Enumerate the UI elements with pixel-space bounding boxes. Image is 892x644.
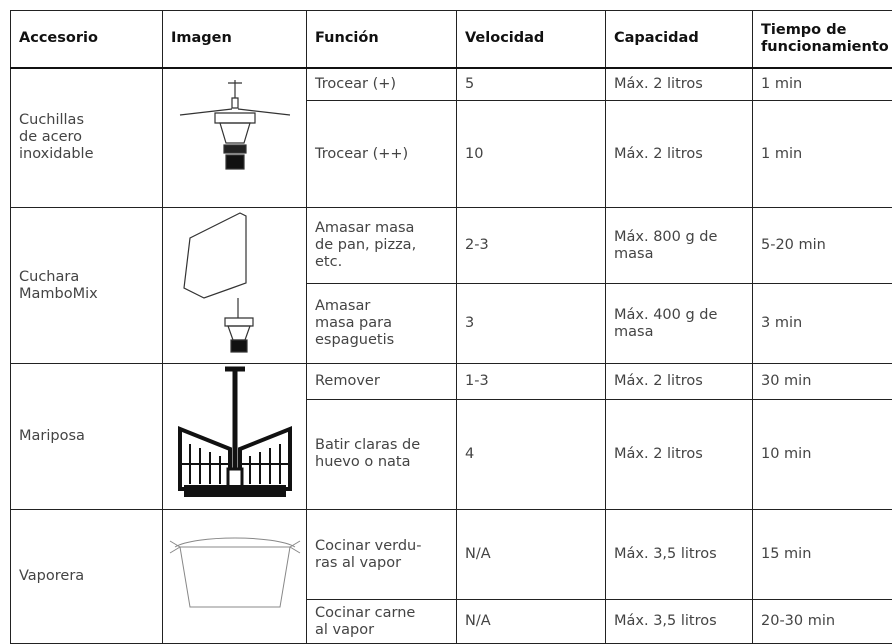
- table-cell: 5-20 min: [753, 208, 892, 284]
- image-cell: [163, 68, 307, 208]
- accessory-cell: Vaporera: [11, 510, 163, 644]
- column-header: Imagen: [163, 11, 307, 68]
- table-cell: 30 min: [753, 364, 892, 400]
- spoon-image: [170, 208, 300, 358]
- table-cell: Cocinar carne al vapor: [307, 600, 457, 644]
- table-cell: 4: [457, 399, 606, 509]
- table-cell: 10: [457, 101, 606, 208]
- table-cell: Máx. 3,5 litros: [606, 510, 753, 600]
- table-cell: 20-30 min: [753, 600, 892, 644]
- table-row: Cuchara MamboMix Amasar masa de pan, piz…: [11, 208, 892, 284]
- table-cell: 3: [457, 284, 606, 364]
- table-cell: Máx. 2 litros: [606, 68, 753, 101]
- table-cell: Cocinar verdu- ras al vapor: [307, 510, 457, 600]
- table-row: Cuchillas de acero inoxidable Trocear (+…: [11, 68, 892, 101]
- table-cell: 15 min: [753, 510, 892, 600]
- table-cell: Máx. 400 g de masa: [606, 284, 753, 364]
- table-body: Cuchillas de acero inoxidable Trocear (+…: [11, 68, 892, 644]
- table-cell: 1 min: [753, 101, 892, 208]
- table-cell: 10 min: [753, 399, 892, 509]
- table-cell: Máx. 800 g de masa: [606, 208, 753, 284]
- accessory-cell: Mariposa: [11, 364, 163, 510]
- table-cell: 3 min: [753, 284, 892, 364]
- image-cell: [163, 510, 307, 644]
- accessory-cell: Cuchillas de acero inoxidable: [11, 68, 163, 208]
- table-cell: Máx. 2 litros: [606, 101, 753, 208]
- accessory-cell: Cuchara MamboMix: [11, 208, 163, 364]
- table-cell: Remover: [307, 364, 457, 400]
- table-cell: Máx. 2 litros: [606, 364, 753, 400]
- whisk-image: [170, 364, 300, 504]
- table-cell: 5: [457, 68, 606, 101]
- table-cell: Amasar masa para espaguetis: [307, 284, 457, 364]
- table-cell: Máx. 2 litros: [606, 399, 753, 509]
- table-cell: Máx. 3,5 litros: [606, 600, 753, 644]
- steamer-image: [165, 519, 305, 629]
- table-cell: Batir claras de huevo o nata: [307, 399, 457, 509]
- table-cell: Trocear (++): [307, 101, 457, 208]
- image-cell: [163, 364, 307, 510]
- table-cell: 1 min: [753, 68, 892, 101]
- table-cell: Trocear (+): [307, 68, 457, 101]
- column-header: Función: [307, 11, 457, 68]
- column-header: Velocidad: [457, 11, 606, 68]
- table-cell: N/A: [457, 510, 606, 600]
- table-cell: 1-3: [457, 364, 606, 400]
- column-header: Accesorio: [11, 11, 163, 68]
- table-cell: N/A: [457, 600, 606, 644]
- column-header: Capacidad: [606, 11, 753, 68]
- blade-image: [170, 75, 300, 195]
- table-cell: 2-3: [457, 208, 606, 284]
- image-cell: [163, 208, 307, 364]
- table-cell: Amasar masa de pan, pizza, etc.: [307, 208, 457, 284]
- column-header: Tiempo de funcionamiento: [753, 11, 892, 68]
